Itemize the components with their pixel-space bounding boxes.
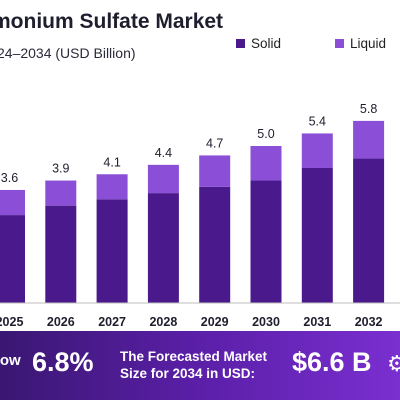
bar-liquid-2030: [250, 146, 282, 181]
x-tick-2027: 2027: [98, 315, 126, 329]
x-tick-2026: 2026: [47, 315, 75, 329]
x-tick-2025: 2025: [0, 315, 23, 329]
x-tick-2029: 2029: [201, 315, 229, 329]
x-tick-2032: 2032: [355, 315, 383, 329]
data-label-2032: 5.8: [360, 102, 377, 116]
forecast-text: The Forecasted Market Size for 2034 in U…: [120, 348, 267, 382]
cagr-value: 6.8%: [32, 347, 94, 377]
chart-title: monium Sulfate Market: [0, 10, 224, 33]
bar-solid-2031: [301, 167, 333, 303]
bar-solid-2025: [0, 215, 25, 303]
forecast-text-line1: The Forecasted Market: [120, 349, 268, 364]
bar-solid-2026: [45, 205, 77, 303]
chart-icon: ⚙: [387, 351, 400, 376]
x-tick-2030: 2030: [252, 315, 280, 329]
bar-liquid-2031: [301, 133, 333, 168]
bar-liquid-2026: [45, 180, 77, 206]
x-tick-2031: 2031: [303, 315, 331, 329]
bar-liquid-2025: [0, 189, 25, 216]
data-label-2028: 4.4: [155, 146, 172, 160]
legend-label-liquid: Liquid: [350, 36, 387, 51]
legend-item-liquid: Liquid: [335, 36, 386, 51]
data-label-2029: 4.7: [206, 136, 223, 150]
bar-liquid-2032: [353, 120, 385, 159]
bar-solid-2029: [199, 186, 231, 303]
bar-solid-2027: [96, 199, 128, 303]
x-tick-2028: 2028: [149, 315, 177, 329]
legend-item-solid: Solid: [236, 36, 281, 51]
stacked-bar-chart: 3.6 2025 3.9 2026 4.1 2027 4.4 2028 4.7 2029 5.0 20…: [0, 102, 400, 329]
data-label-2027: 4.1: [103, 155, 120, 169]
data-label-2030: 5.0: [257, 127, 274, 141]
bar-solid-2030: [250, 180, 282, 303]
bar-liquid-2028: [147, 164, 179, 194]
forecast-text-line2: Size for 2034 in USD:: [120, 366, 256, 381]
bar-solid-2032: [353, 158, 385, 303]
summary-banner: row 6.8% The Forecasted Market Size for …: [0, 331, 400, 400]
bar-liquid-2029: [199, 155, 231, 187]
chart-subtitle: 24–2034 (USD Billion): [0, 45, 136, 61]
data-label-2026: 3.9: [52, 162, 69, 176]
forecast-value: $6.6 B: [292, 347, 372, 377]
legend-swatch-liquid: [335, 39, 344, 48]
data-label-2025: 3.6: [1, 171, 18, 185]
bar-solid-2028: [147, 193, 179, 303]
legend-swatch-solid: [236, 39, 245, 48]
bar-liquid-2027: [96, 174, 128, 200]
legend-label-solid: Solid: [251, 36, 282, 51]
cagr-label: row: [0, 352, 21, 369]
data-label-2031: 5.4: [309, 114, 326, 128]
